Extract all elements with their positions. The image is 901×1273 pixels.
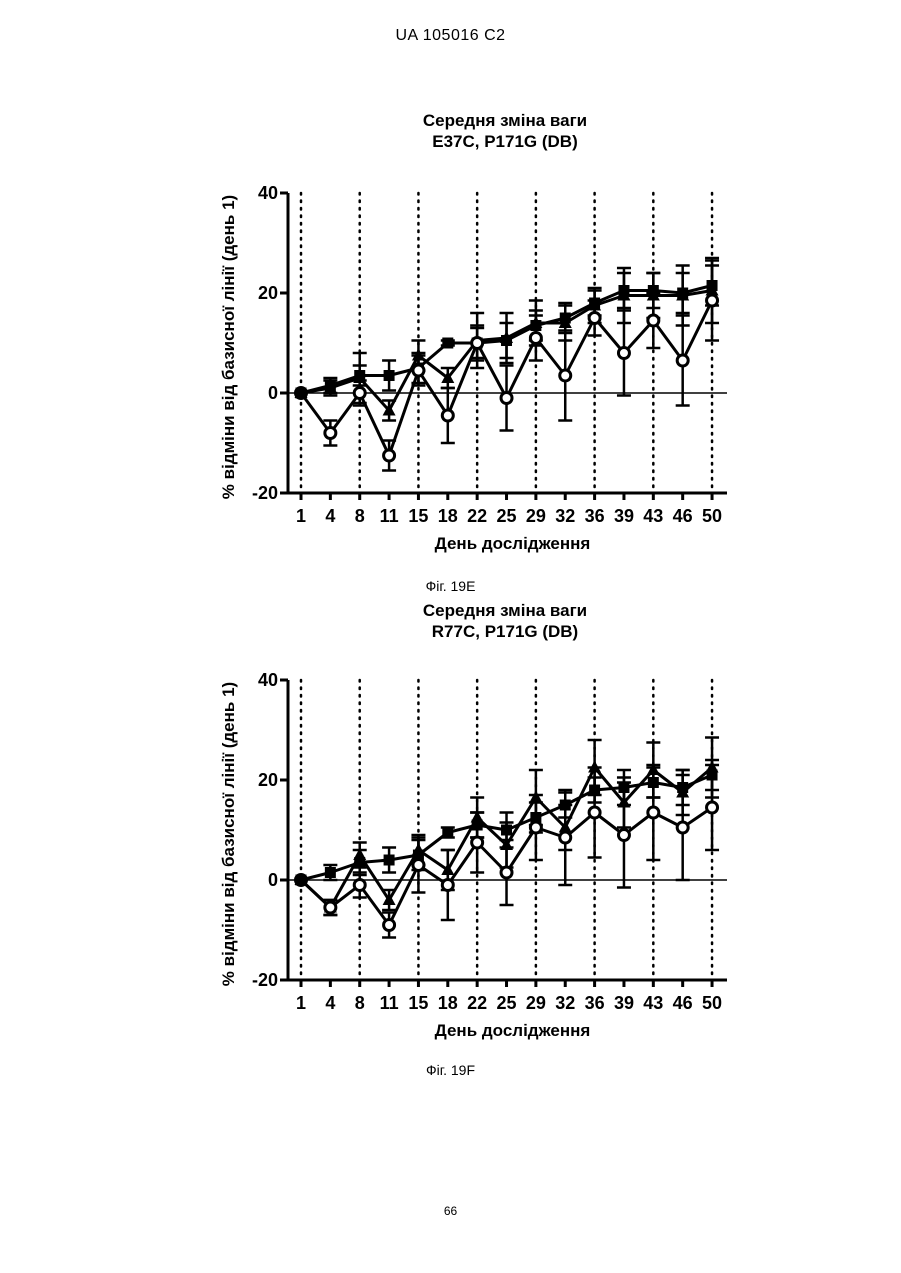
data-point-circle: [618, 830, 629, 841]
x-tick-label: 15: [408, 993, 428, 1013]
x-axis-label: День дослідження: [435, 1021, 591, 1040]
x-tick-label: 25: [497, 506, 517, 526]
data-point-circle: [472, 338, 483, 349]
data-point-circle: [501, 393, 512, 404]
data-point-circle: [707, 802, 718, 813]
x-tick-label: 8: [355, 506, 365, 526]
x-tick-label: 8: [355, 993, 365, 1013]
x-tick-label: 15: [408, 506, 428, 526]
page-number: 66: [0, 1204, 901, 1218]
y-tick-label: 20: [258, 283, 278, 303]
data-point-circle: [501, 867, 512, 878]
page-header: UA 105016 C2: [0, 27, 901, 45]
data-point-circle: [325, 902, 336, 913]
data-point-circle: [413, 860, 424, 871]
x-tick-label: 50: [702, 993, 722, 1013]
chart-title-line-2: R77C, P171G (DB): [300, 621, 710, 642]
x-tick-label: 22: [467, 506, 487, 526]
data-point-circle: [354, 880, 365, 891]
data-point-circle: [560, 832, 571, 843]
x-tick-label: 39: [614, 993, 634, 1013]
x-tick-label: 29: [526, 993, 546, 1013]
chart-title: Середня зміна ваги E37C, P171G (DB): [300, 110, 710, 152]
x-tick-label: 39: [614, 506, 634, 526]
data-point-circle: [648, 315, 659, 326]
data-point-square: [325, 867, 336, 878]
data-point-circle: [707, 295, 718, 306]
y-tick-label: -20: [252, 970, 278, 990]
x-tick-label: 43: [643, 993, 663, 1013]
data-point-square: [442, 338, 453, 349]
chart-title-line-1: Середня зміна ваги: [300, 600, 710, 621]
x-tick-label: 32: [555, 506, 575, 526]
data-point-circle: [677, 822, 688, 833]
data-point-circle: [354, 388, 365, 399]
x-tick-label: 18: [438, 993, 458, 1013]
data-point-square: [442, 827, 453, 838]
data-point-circle: [384, 450, 395, 461]
data-point-circle: [648, 807, 659, 818]
y-tick-label: 0: [268, 870, 278, 890]
chart-title: Середня зміна ваги R77C, P171G (DB): [300, 600, 710, 642]
data-point-square: [384, 370, 395, 381]
chart-title-line-2: E37C, P171G (DB): [300, 131, 710, 152]
y-tick-label: 40: [258, 183, 278, 203]
data-point-circle: [442, 410, 453, 421]
x-tick-label: 4: [325, 993, 335, 1013]
data-point-circle: [618, 348, 629, 359]
x-tick-label: 46: [673, 993, 693, 1013]
data-point-origin: [295, 387, 308, 400]
x-tick-label: 11: [380, 993, 399, 1013]
y-tick-label: 0: [268, 383, 278, 403]
chart-title-line-1: Середня зміна ваги: [300, 110, 710, 131]
x-tick-label: 50: [702, 506, 722, 526]
x-tick-label: 11: [380, 506, 399, 526]
y-axis-label: % відміни від базисної лінії (день 1): [219, 195, 238, 499]
data-point-circle: [384, 920, 395, 931]
x-tick-label: 36: [585, 506, 605, 526]
data-point-circle: [589, 313, 600, 324]
data-point-circle: [325, 428, 336, 439]
x-tick-label: 36: [585, 993, 605, 1013]
data-point-circle: [589, 807, 600, 818]
chart-19e: 40 20 0 -20 148 11 15 18 22 25 29 32 36 39 43 46 50 День …: [0, 155, 901, 565]
x-tick-label: 25: [497, 993, 517, 1013]
data-point-origin: [295, 874, 308, 887]
figure-caption: Фіг. 19F: [0, 1062, 901, 1078]
data-point-circle: [677, 355, 688, 366]
data-point-circle: [413, 365, 424, 376]
x-axis-label: День дослідження: [435, 534, 591, 553]
x-tick-label: 22: [467, 993, 487, 1013]
x-tick-label: 32: [555, 993, 575, 1013]
x-tick-label: 46: [673, 506, 693, 526]
y-tick-label: 40: [258, 670, 278, 690]
data-point-circle: [530, 333, 541, 344]
data-point-square: [384, 855, 395, 866]
x-tick-label: 1: [296, 993, 306, 1013]
x-tick-label: 18: [438, 506, 458, 526]
x-tick-label: 4: [325, 506, 335, 526]
y-axis-label: % відміни від базисної лінії (день 1): [219, 682, 238, 986]
y-tick-label: 20: [258, 770, 278, 790]
x-tick-label: 1: [296, 506, 306, 526]
x-tick-label: 43: [643, 506, 663, 526]
data-point-circle: [472, 837, 483, 848]
y-tick-label: -20: [252, 483, 278, 503]
figure-caption: Фіг. 19E: [0, 578, 901, 594]
x-tick-label: 29: [526, 506, 546, 526]
chart-19f: 40 20 0 -20 148 11 15 18 22 25 29 32 36 39 43 46 50 День …: [0, 642, 901, 1052]
data-point-circle: [442, 880, 453, 891]
data-point-circle: [530, 822, 541, 833]
data-point-circle: [560, 370, 571, 381]
